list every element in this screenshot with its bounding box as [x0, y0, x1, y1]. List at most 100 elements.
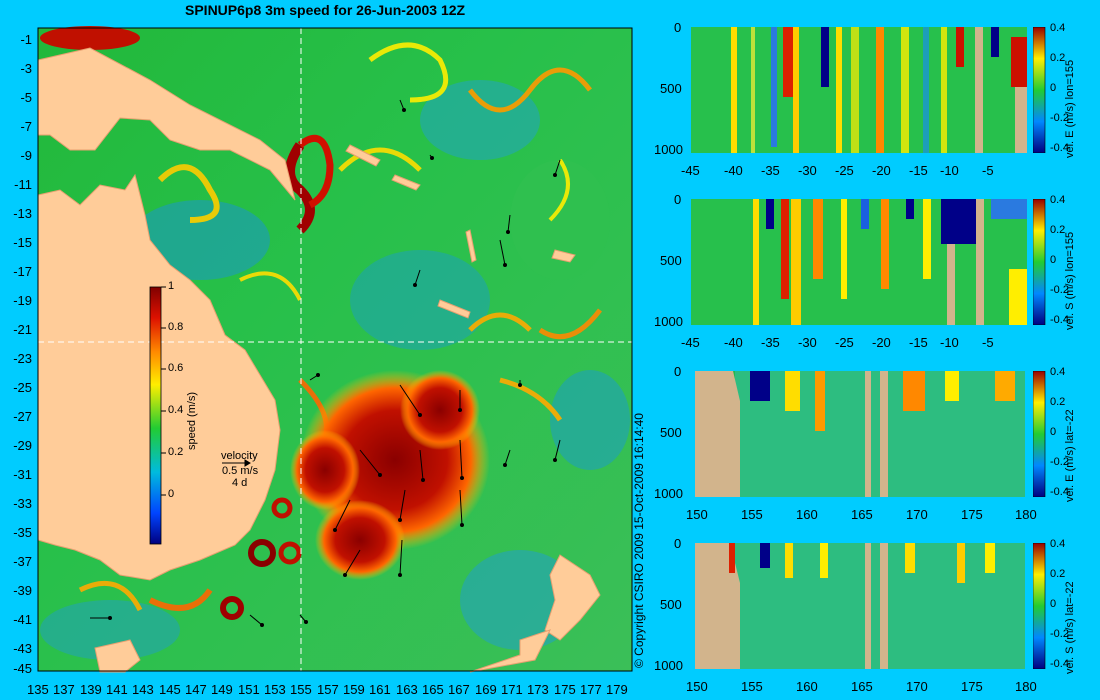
lat-label: -25: [13, 380, 32, 395]
lon-label: 169: [475, 682, 497, 697]
colorbar-tick: 1: [168, 280, 175, 292]
x-tick: 170: [906, 507, 928, 522]
x-tick: -40: [724, 163, 743, 178]
y-tick: 0: [674, 536, 682, 551]
lon-label: 141: [106, 682, 128, 697]
lat-label: -13: [13, 206, 32, 221]
x-tick: -25: [835, 335, 854, 350]
lon-label: 179: [606, 682, 628, 697]
lat-label: -35: [13, 525, 32, 540]
lon-label: 173: [527, 682, 549, 697]
lon-label: 149: [211, 682, 233, 697]
cbar-tick: -0.2: [1050, 112, 1069, 124]
lat-label: -43: [13, 641, 32, 656]
velocity-legend-title: velocity: [221, 450, 258, 462]
lat-label: -19: [13, 293, 32, 308]
lon-label: 135: [27, 682, 49, 697]
lat-label: -7: [20, 119, 32, 134]
lon-label: 139: [80, 682, 102, 697]
x-tick: 160: [796, 679, 818, 694]
x-tick: -20: [872, 163, 891, 178]
colorbar-label: speed (m/s): [186, 391, 198, 450]
lon-label: 159: [343, 682, 365, 697]
lat-label: -33: [13, 496, 32, 511]
x-tick: -5: [982, 163, 994, 178]
x-tick: 165: [851, 507, 873, 522]
speed-colorbar: [149, 286, 162, 545]
x-tick: -30: [798, 163, 817, 178]
x-tick: -40: [724, 335, 743, 350]
x-tick: -10: [940, 163, 959, 178]
cbar-tick: 0: [1050, 426, 1057, 438]
velocity-legend-arrow: [222, 459, 251, 467]
lon-axis: 135 137 139 141 143 145 147 149 151 153 …: [0, 682, 640, 700]
x-tick: 150: [686, 507, 708, 522]
lat-label: -23: [13, 351, 32, 366]
cbar-tick: -0.4: [1050, 314, 1069, 326]
x-tick: 160: [796, 507, 818, 522]
section-plot: [695, 371, 1025, 497]
cbar-tick: 0: [1050, 598, 1057, 610]
x-tick: -20: [872, 335, 891, 350]
lat-label: -39: [13, 583, 32, 598]
section-plot: [695, 543, 1025, 669]
x-tick: -10: [940, 335, 959, 350]
panel-vel-s-lat22: vel. S (m/s) lat=-22 0 500 1000 150 155 …: [640, 534, 1100, 700]
cbar-tick: -0.4: [1050, 142, 1069, 154]
map-title: SPINUP6p8 3m speed for 26-Jun-2003 12Z: [185, 2, 466, 18]
lon-label: 167: [448, 682, 470, 697]
cbar-tick: -0.2: [1050, 628, 1069, 640]
lat-label: -17: [13, 264, 32, 279]
y-tick: 500: [660, 253, 682, 268]
lon-label: 143: [132, 682, 154, 697]
cbar-tick: 0.4: [1050, 366, 1066, 378]
lat-label: -29: [13, 438, 32, 453]
lon-label: 177: [580, 682, 602, 697]
lat-label: -45: [13, 661, 32, 676]
x-tick: 180: [1015, 507, 1037, 522]
lon-label: 147: [185, 682, 207, 697]
y-tick: 500: [660, 597, 682, 612]
section-colorbar: [1033, 199, 1046, 325]
colorbar-tick: 0.2: [168, 446, 184, 458]
lat-label: -27: [13, 409, 32, 424]
y-tick: 1000: [654, 142, 683, 157]
cbar-tick: -0.2: [1050, 284, 1069, 296]
lon-label: 175: [554, 682, 576, 697]
colorbar-tick: 0.4: [168, 404, 184, 416]
velocity-arrows: [90, 99, 561, 627]
cbar-tick: 0.4: [1050, 22, 1066, 34]
lon-label: 157: [317, 682, 339, 697]
y-tick: 1000: [654, 658, 683, 673]
lat-label: -11: [14, 177, 32, 192]
lat-label: -1: [20, 32, 32, 47]
section-plot: [691, 199, 1027, 325]
lat-label: -41: [13, 612, 32, 627]
cbar-tick: 0.2: [1050, 396, 1066, 408]
x-tick: 175: [961, 679, 983, 694]
colorbar-tick: 0.8: [168, 321, 184, 333]
cbar-tick: -0.4: [1050, 658, 1069, 670]
x-tick: -45: [681, 163, 700, 178]
x-tick: -25: [835, 163, 854, 178]
x-tick: 170: [906, 679, 928, 694]
velocity-legend-scale: 0.5 m/s: [222, 465, 259, 477]
lon-label: 137: [53, 682, 75, 697]
x-tick: 155: [741, 507, 763, 522]
x-tick: -15: [909, 335, 928, 350]
section-plot: [691, 27, 1027, 153]
lon-label: 163: [396, 682, 418, 697]
lon-label: 153: [264, 682, 286, 697]
lon-label: 161: [369, 682, 391, 697]
x-tick: 175: [961, 507, 983, 522]
y-tick: 500: [660, 425, 682, 440]
lon-label: 171: [501, 682, 523, 697]
colorbar-tick: 0: [168, 488, 175, 500]
lat-label: -37: [13, 554, 32, 569]
panel-vel-e-lon155: vel. E (m/s) lon=155 0 500 1000 -45 -40 …: [640, 18, 1100, 188]
panel-vel-s-lon155: vel. S (m/s) lon=155 0 500 1000 -45 -40 …: [640, 190, 1100, 360]
x-tick: 150: [686, 679, 708, 694]
cbar-tick: 0.2: [1050, 568, 1066, 580]
lon-label: 145: [159, 682, 181, 697]
